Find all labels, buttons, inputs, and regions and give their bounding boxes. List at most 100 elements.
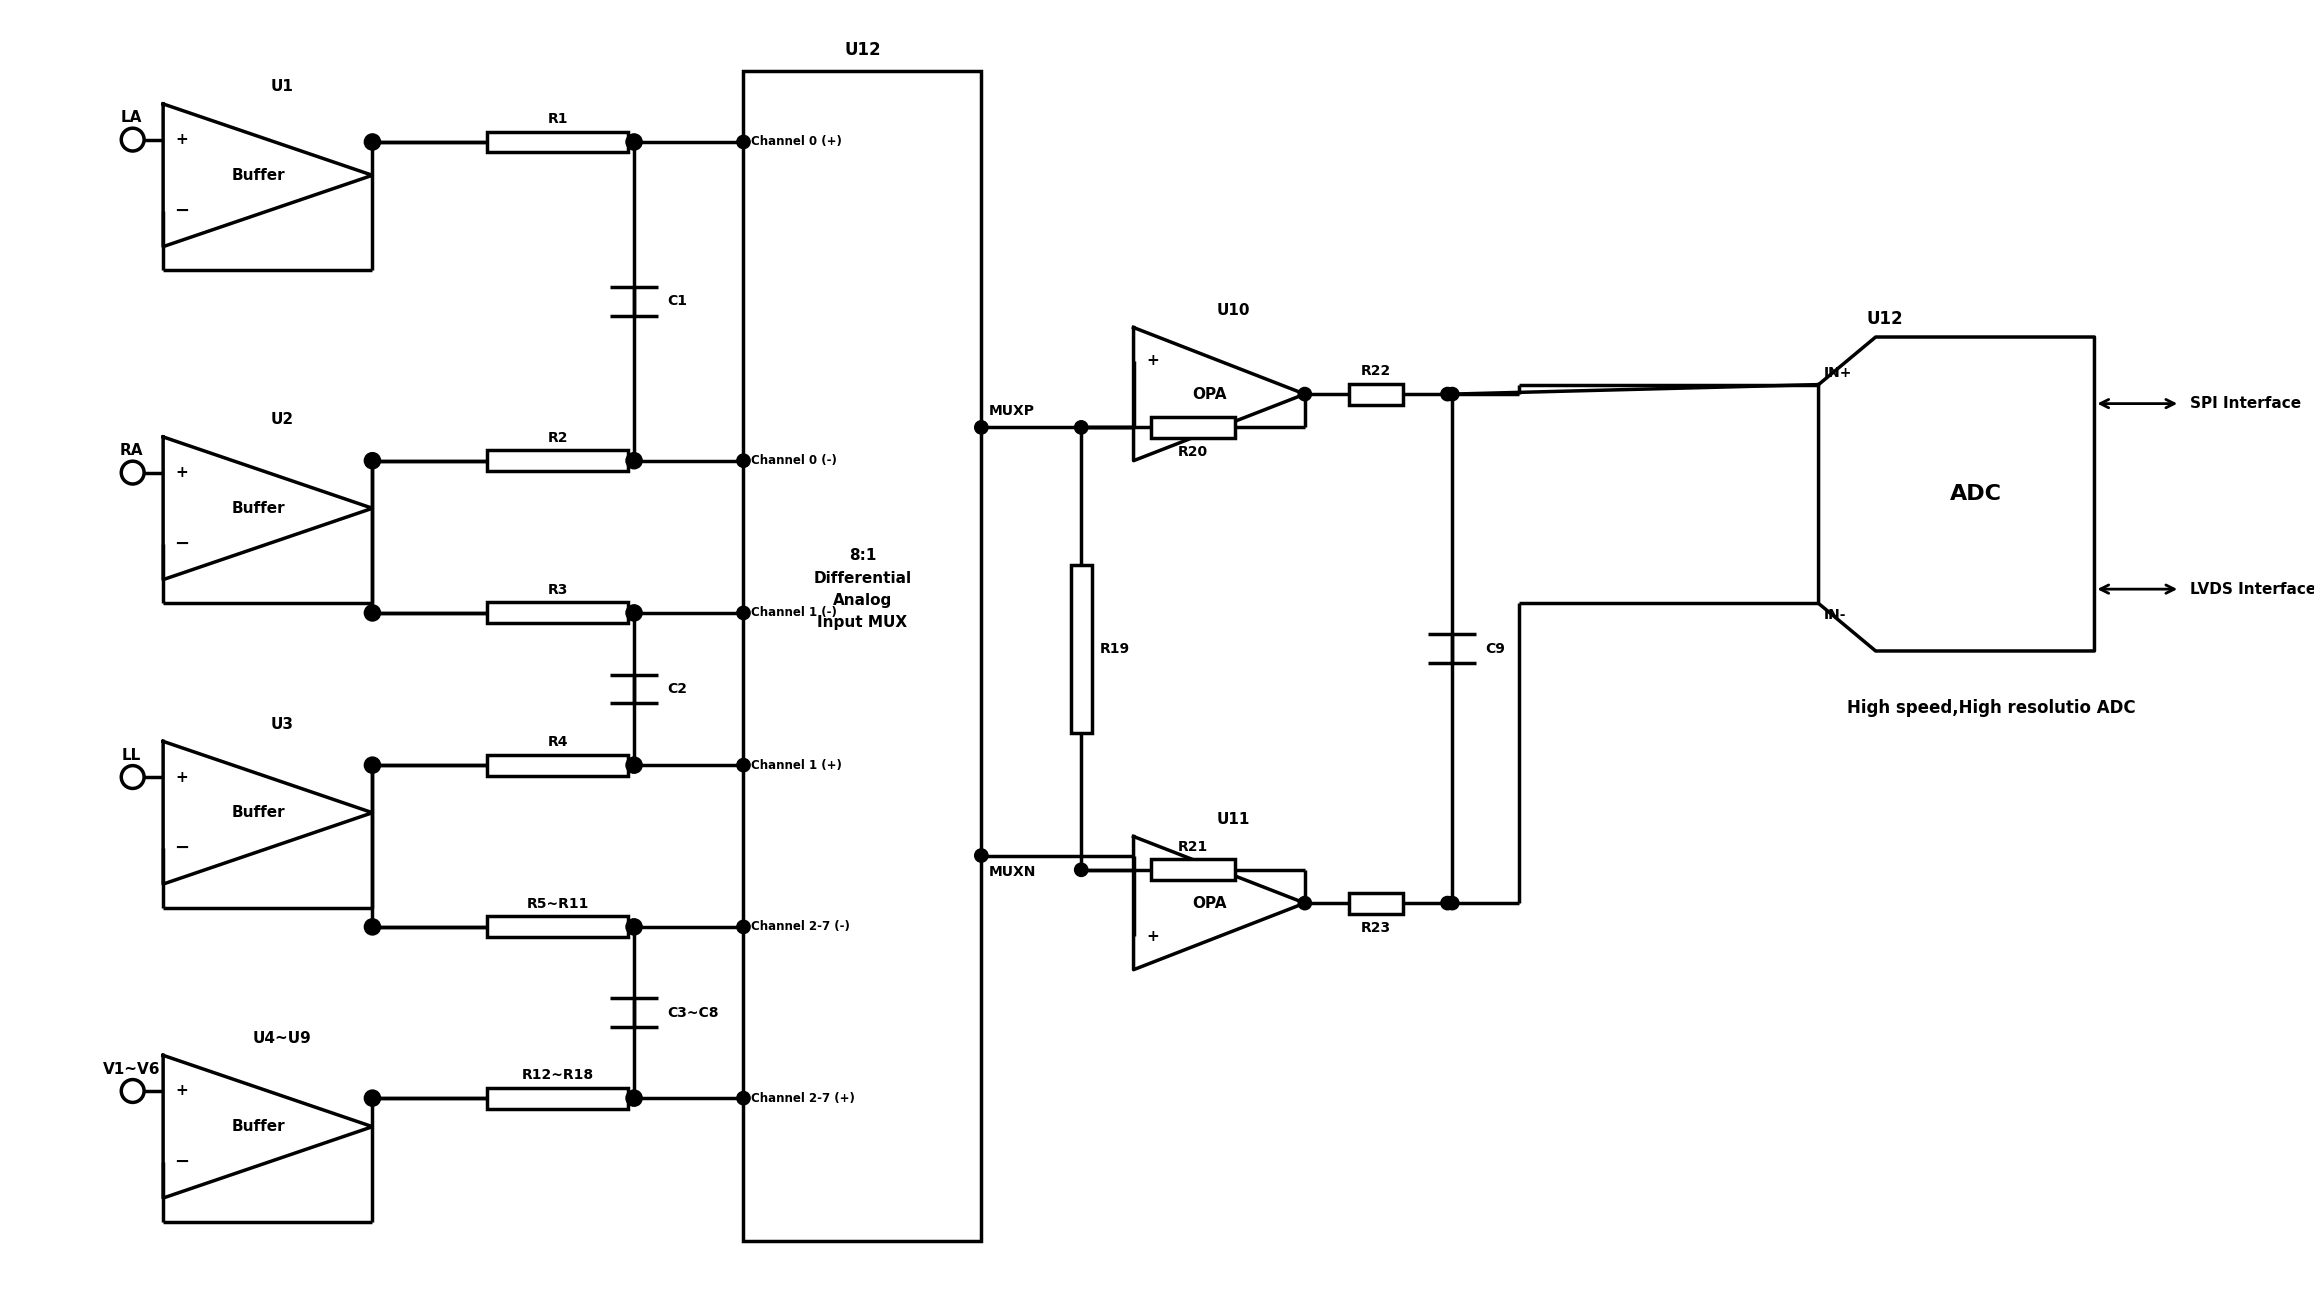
Circle shape: [363, 1090, 379, 1106]
Circle shape: [627, 134, 643, 150]
Text: Buffer: Buffer: [231, 805, 285, 820]
Text: OPA: OPA: [1192, 386, 1226, 402]
Bar: [488, 755, 629, 775]
Circle shape: [736, 135, 750, 148]
Circle shape: [1442, 388, 1453, 401]
Circle shape: [1074, 420, 1088, 435]
Circle shape: [1442, 896, 1453, 909]
Text: LVDS Interface: LVDS Interface: [2189, 582, 2314, 597]
Text: R19: R19: [1099, 641, 1129, 656]
Text: IN-: IN-: [1823, 608, 1847, 622]
Bar: [488, 1088, 629, 1108]
Circle shape: [736, 454, 750, 467]
Text: R12~R18: R12~R18: [523, 1068, 595, 1082]
Text: Channel 1 (+): Channel 1 (+): [752, 758, 842, 771]
Text: −: −: [1145, 419, 1159, 436]
Text: −: −: [1145, 861, 1159, 878]
Bar: [1150, 416, 1236, 438]
Circle shape: [736, 920, 750, 934]
Circle shape: [627, 919, 643, 935]
Text: +: +: [176, 464, 187, 480]
Circle shape: [1446, 896, 1458, 909]
Text: R3: R3: [548, 583, 569, 597]
Circle shape: [627, 757, 643, 773]
Text: +: +: [176, 769, 187, 785]
Text: U10: U10: [1217, 303, 1250, 317]
Circle shape: [974, 848, 988, 863]
Text: IN+: IN+: [1823, 366, 1851, 380]
Text: Channel 1 (-): Channel 1 (-): [752, 606, 838, 619]
Text: LL: LL: [123, 748, 141, 762]
Bar: [1349, 892, 1402, 913]
Circle shape: [363, 453, 379, 468]
Text: Buffer: Buffer: [231, 168, 285, 182]
Text: Channel 2-7 (+): Channel 2-7 (+): [752, 1092, 854, 1105]
Text: MUXP: MUXP: [988, 403, 1034, 418]
Text: U12: U12: [845, 42, 882, 60]
Circle shape: [1298, 388, 1312, 401]
Circle shape: [627, 1090, 643, 1106]
Circle shape: [363, 919, 379, 935]
Text: +: +: [1145, 929, 1159, 945]
Bar: [1349, 384, 1402, 405]
Text: R5~R11: R5~R11: [528, 896, 590, 911]
Bar: [1150, 860, 1236, 881]
Text: U4~U9: U4~U9: [252, 1030, 312, 1046]
Text: +: +: [176, 133, 187, 147]
Text: Channel 0 (+): Channel 0 (+): [752, 135, 842, 148]
Text: U3: U3: [271, 717, 294, 732]
Text: SPI Interface: SPI Interface: [2189, 396, 2300, 411]
Text: MUXN: MUXN: [988, 865, 1037, 879]
Text: −: −: [174, 535, 190, 553]
Circle shape: [736, 758, 750, 771]
Text: OPA: OPA: [1192, 895, 1226, 911]
Text: C3~C8: C3~C8: [666, 1006, 720, 1020]
Circle shape: [627, 605, 643, 621]
Text: R2: R2: [548, 431, 569, 445]
Bar: [488, 602, 629, 623]
Bar: [488, 450, 629, 471]
Text: −: −: [174, 839, 190, 857]
Bar: [488, 916, 629, 937]
Circle shape: [363, 757, 379, 773]
Text: High speed,High resolutio ADC: High speed,High resolutio ADC: [1847, 699, 2136, 717]
Circle shape: [736, 1092, 750, 1105]
Text: +: +: [176, 1084, 187, 1098]
Text: −: −: [174, 202, 190, 220]
Text: C9: C9: [1486, 641, 1506, 656]
Text: R4: R4: [548, 735, 569, 749]
Circle shape: [1446, 388, 1458, 401]
Text: U11: U11: [1217, 812, 1250, 827]
Bar: [1071, 565, 1092, 732]
Text: LA: LA: [120, 111, 143, 125]
Text: R1: R1: [548, 112, 569, 126]
Text: R20: R20: [1178, 445, 1208, 459]
Text: R21: R21: [1178, 839, 1208, 853]
Bar: [743, 70, 981, 1241]
Text: C1: C1: [666, 294, 687, 308]
Circle shape: [974, 420, 988, 435]
Text: U1: U1: [271, 79, 294, 95]
Bar: [488, 131, 629, 152]
Text: −: −: [174, 1154, 190, 1171]
Text: RA: RA: [120, 444, 143, 458]
Text: V1~V6: V1~V6: [104, 1062, 160, 1077]
Circle shape: [363, 605, 379, 621]
Text: R23: R23: [1361, 921, 1391, 935]
Text: Buffer: Buffer: [231, 1119, 285, 1134]
Text: C2: C2: [666, 682, 687, 696]
Circle shape: [363, 134, 379, 150]
Text: U12: U12: [1867, 310, 1904, 328]
Text: Channel 0 (-): Channel 0 (-): [752, 454, 838, 467]
Text: Channel 2-7 (-): Channel 2-7 (-): [752, 920, 849, 933]
Text: U2: U2: [271, 412, 294, 428]
Text: +: +: [1145, 354, 1159, 368]
Text: ADC: ADC: [1948, 484, 2002, 503]
Text: R22: R22: [1361, 364, 1391, 377]
Circle shape: [1298, 896, 1312, 909]
Text: 8:1
Differential
Analog
Input MUX: 8:1 Differential Analog Input MUX: [812, 548, 912, 630]
Circle shape: [627, 453, 643, 468]
Circle shape: [736, 606, 750, 619]
Circle shape: [1074, 863, 1088, 877]
Text: Buffer: Buffer: [231, 501, 285, 515]
